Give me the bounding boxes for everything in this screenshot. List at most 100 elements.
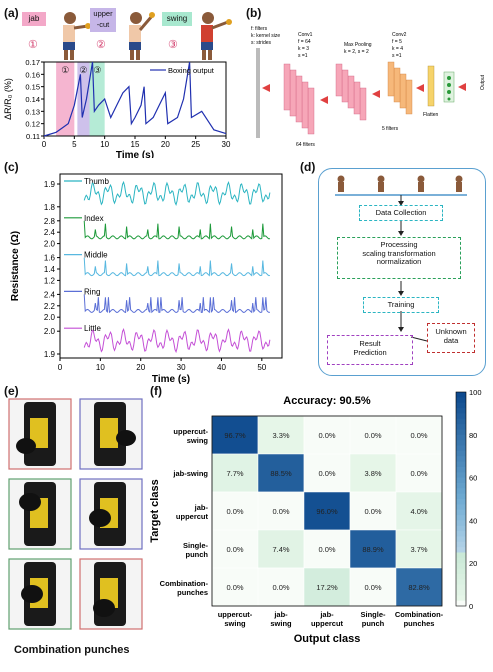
- colorbar-segment: [456, 579, 466, 586]
- cell-value: 7.7%: [226, 469, 243, 478]
- move-label-jab: jab: [22, 12, 46, 26]
- series-label-ring: Ring: [84, 287, 100, 296]
- move-number-1: ①: [28, 39, 38, 51]
- heatmap-cell: [303, 529, 351, 569]
- y-tick-label: 0.16: [25, 70, 40, 79]
- colorbar-segment: [456, 547, 466, 553]
- punch-photos: [8, 398, 143, 630]
- move-label-swing: swing: [162, 12, 192, 26]
- x-axis-label: Time (s): [152, 374, 190, 385]
- y-axis-label: ΔR/R₀ (%): [3, 78, 13, 120]
- colorbar-segment: [456, 392, 466, 398]
- y-tick-label: 0.12: [25, 120, 40, 129]
- heatmap-cell: [257, 529, 305, 569]
- cell-value: 0.0%: [410, 431, 427, 440]
- y-tick-label: 2.4: [44, 290, 56, 299]
- series-line-thumb: [83, 180, 271, 206]
- x-tick-label: 50: [257, 363, 266, 372]
- processing-title: Processing: [380, 240, 418, 249]
- punch-photo-grid: [8, 398, 144, 634]
- heatmap-cell: [349, 529, 397, 569]
- finger-resistance-chart: 1.9 1.8 Thumb 2.8 2.4 2.0 Index 1.6 1.4 1.2 Middle…: [10, 173, 283, 385]
- conv2-f: f = 5: [392, 39, 402, 45]
- heatmap-cell: [257, 415, 305, 455]
- colorbar-tick: 0: [469, 602, 473, 611]
- y-tick-label: 2.2: [44, 302, 56, 311]
- cell-value: 0.0%: [318, 545, 335, 554]
- heatmap-cell: [257, 453, 305, 493]
- colorbar-segment: [456, 595, 466, 602]
- legend-label: Boxing output: [168, 66, 215, 75]
- cell-value: 0.0%: [226, 507, 243, 516]
- panel-f-label: (f): [150, 384, 162, 398]
- cnn-architecture-diagram: f: filters k: kernel size s: strides Con…: [251, 26, 486, 148]
- heatmap-cell: [303, 415, 351, 455]
- pool-filter-stack: [335, 63, 367, 121]
- conv2-filter-stack: [387, 61, 413, 115]
- conv1-k: k = 3: [298, 46, 309, 52]
- colorbar-segment: [456, 493, 466, 500]
- colorbar-frame: [455, 391, 467, 607]
- matrix-frame: [211, 415, 443, 607]
- panel-b-label: (b): [246, 6, 262, 20]
- col-label: jab-uppercut: [311, 610, 344, 628]
- x-axis-label: Time (s): [116, 150, 154, 158]
- panel-d-label: (d): [300, 160, 316, 174]
- colorbar-segment: [456, 600, 466, 607]
- row-label: Single-punch: [183, 541, 209, 559]
- colorbar-segment: [456, 418, 466, 425]
- x-tick-label: 40: [217, 363, 226, 372]
- series-line-little: [83, 328, 271, 354]
- processing-normalization: normalization: [376, 257, 422, 267]
- photo-4: [79, 478, 143, 550]
- y-tick-label: 2.0: [44, 327, 56, 336]
- col-label: uppercut-swing: [218, 610, 253, 628]
- conv1-arrow: [320, 96, 328, 104]
- input-signal-bar: [256, 48, 260, 138]
- cell-value: 7.4%: [272, 545, 289, 554]
- row-label: Combination-punches: [160, 579, 209, 597]
- boxer-uppercut-figure: [129, 12, 155, 60]
- colorbar-segment: [456, 509, 466, 516]
- colorbar-segment: [456, 563, 466, 570]
- col-label: Single-punch: [360, 610, 386, 628]
- colorbar-segment: [456, 589, 466, 596]
- y-tick-label: 2.0: [44, 313, 56, 322]
- conv1-f: f = 64: [298, 39, 311, 45]
- cell-value: 0.0%: [226, 583, 243, 592]
- colorbar-segment: [456, 520, 466, 527]
- colorbar-segment: [456, 424, 466, 430]
- y-tick-label: 0.11: [26, 132, 40, 141]
- cell-value: 0.0%: [226, 545, 243, 554]
- series-line-index: [83, 220, 270, 240]
- conv2-k: k = 4: [392, 46, 403, 52]
- heatmap-cell: [395, 529, 443, 569]
- x-axis-label: Output class: [294, 633, 361, 645]
- panel-c-label: (c): [4, 160, 19, 174]
- colorbar-tick: 80: [469, 431, 477, 440]
- conv2-arrow: [416, 84, 424, 92]
- photo-6: [79, 558, 143, 630]
- colorbar-segment: [456, 434, 466, 441]
- colorbar-tick: 20: [469, 559, 477, 568]
- flatten-caption: Flatten: [423, 112, 439, 118]
- y-tick-label: 2.4: [44, 228, 56, 237]
- colorbar-segment: [456, 515, 466, 521]
- conv1-filter-stack: [283, 63, 315, 135]
- conv2-filters-caption: 5 filters: [382, 126, 399, 132]
- combination-punches-caption: Combination punches: [14, 644, 130, 656]
- output-arrow: [458, 83, 466, 91]
- series-line-middle: [83, 257, 270, 277]
- colorbar-segment: [456, 445, 466, 452]
- legend-filters: f: filters: [251, 26, 268, 32]
- colorbar-segment: [456, 397, 466, 404]
- processing-scaling: scaling transformation: [362, 248, 436, 258]
- col-label: Combination-punches: [395, 610, 444, 628]
- output-layer: [443, 71, 455, 103]
- colorbar-segment: [456, 482, 466, 489]
- x-tick-label: 10: [100, 140, 109, 149]
- y-axis-label: Target class: [149, 479, 161, 542]
- cell-value: 96.7%: [224, 431, 246, 440]
- unknown-line-2: data: [443, 335, 459, 345]
- y-tick-label: 0.17: [25, 58, 40, 67]
